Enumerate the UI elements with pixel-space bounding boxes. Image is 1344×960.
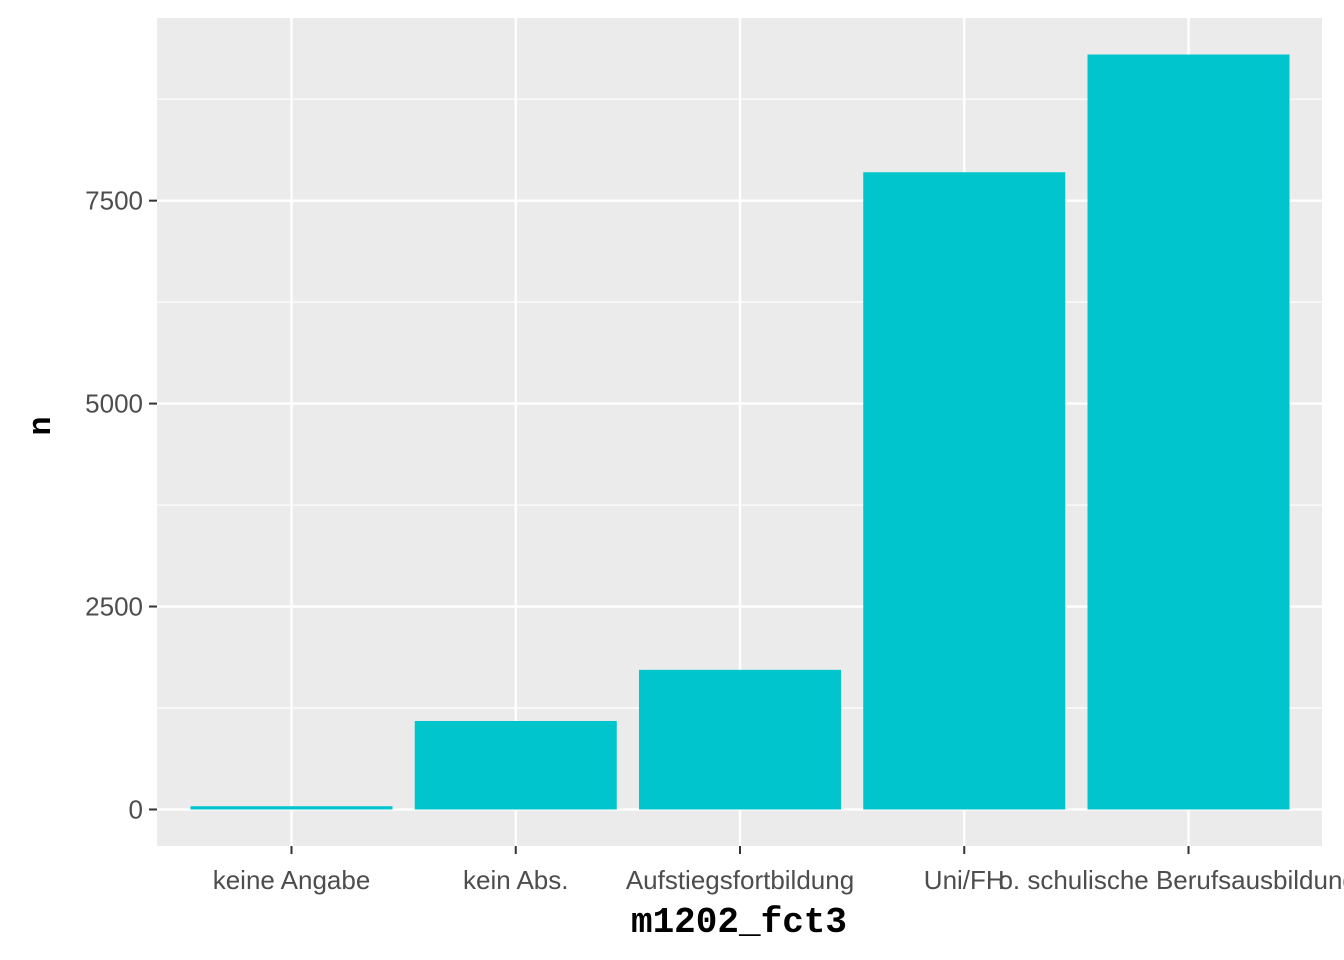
- bar: [863, 172, 1066, 810]
- bar: [639, 669, 841, 810]
- bars: [190, 54, 1290, 810]
- x-axis: keine Angabe kein Abs. Aufstiegsfortbildun…: [213, 846, 1344, 895]
- y-tick-label: 0: [129, 794, 143, 824]
- y-tick-label: 7500: [85, 186, 143, 216]
- x-tick-label: keine Angabe: [213, 865, 371, 895]
- x-tick-label: Aufstiegsfortbildung: [626, 865, 854, 895]
- bar: [1087, 54, 1290, 810]
- y-axis: 0 2500 5000 7500: [85, 186, 157, 824]
- bar: [190, 806, 393, 810]
- x-tick-label: kein Abs.: [463, 865, 569, 895]
- x-tick-label: o. schulische Berufsausbildung/e: [998, 865, 1344, 895]
- y-axis-title: n: [23, 416, 60, 435]
- bar: [414, 720, 617, 810]
- x-axis-title: m1202_fct3: [631, 902, 847, 943]
- y-tick-label: 5000: [85, 389, 143, 419]
- y-tick-label: 2500: [85, 592, 143, 622]
- x-tick-label: Uni/FH: [924, 865, 1005, 895]
